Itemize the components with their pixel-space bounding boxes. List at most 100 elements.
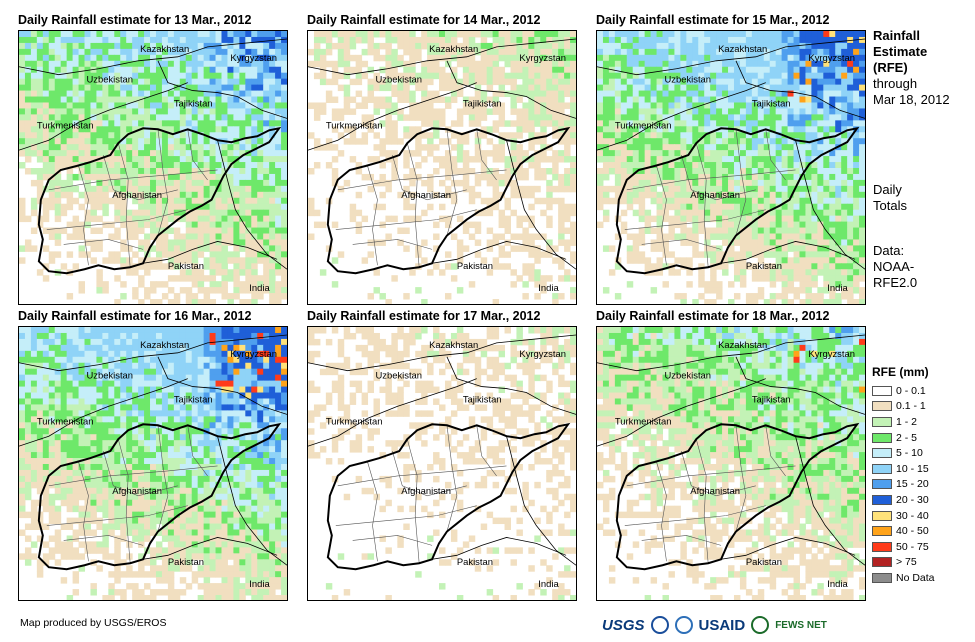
rainfall-map: Kazakhstan Kyrgyzstan Uzbekistan Tajikistan…: [596, 326, 866, 601]
country-label: Kazakhstan: [718, 339, 767, 350]
legend-item: 10 - 15: [872, 461, 972, 477]
legend-item: No Data: [872, 570, 972, 586]
panel-title: Daily Rainfall estimate for 13 Mar., 201…: [18, 13, 252, 27]
legend-item: 20 - 30: [872, 492, 972, 508]
country-label: Turkmenistan: [37, 119, 94, 130]
legend-item: 2 - 5: [872, 430, 972, 446]
map-panel: Daily Rainfall estimate for 16 Mar., 201…: [18, 309, 288, 604]
panel-title: Daily Rainfall estimate for 17 Mar., 201…: [307, 309, 541, 323]
map-panel: Daily Rainfall estimate for 17 Mar., 201…: [307, 309, 577, 604]
legend-label: 10 - 15: [896, 462, 929, 475]
legend-item: 40 - 50: [872, 523, 972, 539]
legend-label: 0.1 - 1: [896, 400, 926, 413]
rfe-title: Rainfall Estimate (RFE): [873, 28, 928, 75]
afghanistan-border: [326, 126, 571, 275]
daily-totals-note: Daily Totals: [873, 182, 907, 213]
agency-logos: USGS USAID FEWS NET: [602, 612, 827, 638]
rainfall-map: Kazakhstan Kyrgyzstan Uzbekistan Tajikistan…: [307, 30, 577, 305]
legend-item: > 75: [872, 555, 972, 571]
legend-swatch: [872, 385, 892, 396]
legend-swatch: [872, 432, 892, 443]
panel-title: Daily Rainfall estimate for 15 Mar., 201…: [596, 13, 830, 27]
legend-label: 0 - 0.1: [896, 384, 926, 397]
legend-item: 0 - 0.1: [872, 383, 972, 399]
afghanistan-border: [37, 126, 282, 275]
country-label: Afghanistan: [690, 485, 740, 496]
country-label: Uzbekistan: [664, 370, 711, 381]
afghanistan-border: [615, 126, 860, 275]
legend-label: 30 - 40: [896, 509, 929, 522]
rainfall-map: Kazakhstan Kyrgyzstan Uzbekistan Tajikistan…: [18, 326, 288, 601]
rainfall-map: Kazakhstan Kyrgyzstan Uzbekistan Tajikistan…: [18, 30, 288, 305]
legend-item: 15 - 20: [872, 477, 972, 493]
country-label: Uzbekistan: [375, 74, 422, 85]
country-label: Afghanistan: [112, 189, 162, 200]
panel-title: Daily Rainfall estimate for 16 Mar., 201…: [18, 309, 252, 323]
country-label: Kyrgyzstan: [519, 348, 566, 359]
legend-item: 0.1 - 1: [872, 399, 972, 415]
country-label: Kyrgyzstan: [808, 348, 855, 359]
country-label: Kyrgyzstan: [230, 348, 277, 359]
country-label: Pakistan: [746, 260, 782, 271]
data-source-note: Data: NOAA- RFE2.0: [873, 243, 918, 290]
country-label: Kyrgyzstan: [808, 52, 855, 63]
legend-label: No Data: [896, 571, 935, 584]
country-label: Tajikistan: [463, 97, 502, 108]
country-label: India: [249, 578, 270, 589]
usaid-logo: USAID: [698, 616, 746, 634]
legend-label: 15 - 20: [896, 478, 929, 491]
country-label: Tajikistan: [463, 393, 502, 404]
legend-label: 1 - 2: [896, 415, 918, 428]
dos-seal-icon: [674, 616, 693, 634]
rainfall-map: Kazakhstan Kyrgyzstan Uzbekistan Tajikistan…: [307, 326, 577, 601]
usgs-logo: USGS: [602, 616, 645, 634]
country-label: Pakistan: [457, 556, 493, 567]
legend-swatch: [872, 463, 892, 474]
country-label: Afghanistan: [690, 189, 740, 200]
rfe-legend: RFE (mm) 0 - 0.1 0.1 - 1 1 - 2 2 - 5 5 - 10 1…: [872, 365, 972, 586]
legend-swatch: [872, 541, 892, 552]
map-panel: Daily Rainfall estimate for 18 Mar., 201…: [596, 309, 866, 604]
map-panel: Daily Rainfall estimate for 13 Mar., 201…: [18, 13, 288, 308]
legend-item: 1 - 2: [872, 414, 972, 430]
country-label: Afghanistan: [112, 485, 162, 496]
country-label: Turkmenistan: [37, 415, 94, 426]
panel-title: Daily Rainfall estimate for 18 Mar., 201…: [596, 309, 830, 323]
afghanistan-border: [326, 422, 571, 571]
legend-swatch: [872, 510, 892, 521]
country-label: Turkmenistan: [615, 119, 672, 130]
through-date: through Mar 18, 2012: [873, 76, 950, 107]
legend-swatch: [872, 526, 892, 537]
map-panel: Daily Rainfall estimate for 14 Mar., 201…: [307, 13, 577, 308]
country-label: India: [538, 578, 559, 589]
country-label: Turkmenistan: [326, 119, 383, 130]
country-label: Uzbekistan: [664, 74, 711, 85]
country-label: India: [538, 282, 559, 293]
noaa-logo-icon: [650, 616, 669, 634]
country-label: Pakistan: [168, 556, 204, 567]
country-label: India: [827, 282, 848, 293]
legend-item: 5 - 10: [872, 445, 972, 461]
country-label: Turkmenistan: [615, 415, 672, 426]
legend-title: RFE (mm): [872, 365, 929, 379]
country-label: Pakistan: [168, 260, 204, 271]
rainfall-map: Kazakhstan Kyrgyzstan Uzbekistan Tajikistan…: [596, 30, 866, 305]
country-label: Kazakhstan: [140, 43, 189, 54]
map-panel: Daily Rainfall estimate for 15 Mar., 201…: [596, 13, 866, 308]
country-label: India: [827, 578, 848, 589]
legend-item: 50 - 75: [872, 539, 972, 555]
country-label: Tajikistan: [174, 393, 213, 404]
country-label: Kazakhstan: [429, 43, 478, 54]
country-label: Kyrgyzstan: [230, 52, 277, 63]
legend-label: 5 - 10: [896, 447, 923, 460]
legend-swatch: [872, 401, 892, 412]
legend-swatch: [872, 494, 892, 505]
country-label: Turkmenistan: [326, 415, 383, 426]
country-label: Afghanistan: [401, 485, 451, 496]
fews-globe-icon: [751, 616, 770, 634]
legend-label: 40 - 50: [896, 525, 929, 538]
legend-item: 30 - 40: [872, 508, 972, 524]
country-label: Kazakhstan: [429, 339, 478, 350]
legend-swatch: [872, 479, 892, 490]
country-label: Tajikistan: [174, 97, 213, 108]
